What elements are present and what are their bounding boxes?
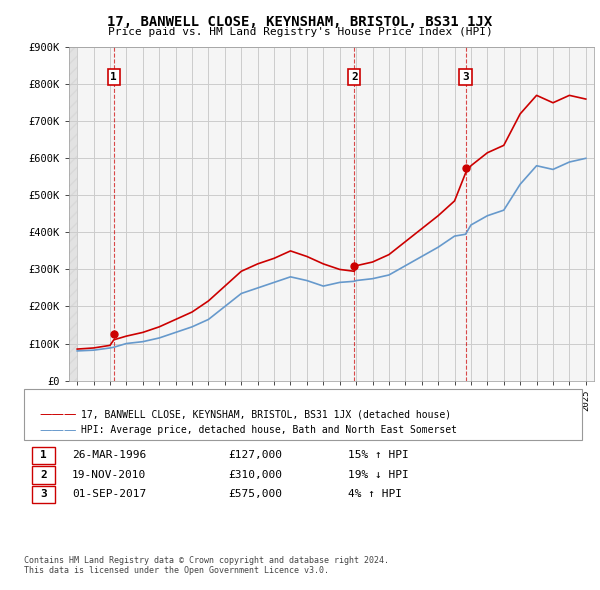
Text: 26-MAR-1996: 26-MAR-1996 (72, 451, 146, 460)
Text: 01-SEP-2017: 01-SEP-2017 (72, 490, 146, 499)
Text: 3: 3 (40, 490, 47, 499)
Text: 19-NOV-2010: 19-NOV-2010 (72, 470, 146, 480)
Text: Contains HM Land Registry data © Crown copyright and database right 2024.
This d: Contains HM Land Registry data © Crown c… (24, 556, 389, 575)
Text: Price paid vs. HM Land Registry's House Price Index (HPI): Price paid vs. HM Land Registry's House … (107, 27, 493, 37)
Text: £575,000: £575,000 (228, 490, 282, 499)
Text: 2: 2 (40, 470, 47, 480)
Text: HPI: Average price, detached house, Bath and North East Somerset: HPI: Average price, detached house, Bath… (81, 425, 457, 435)
Text: £127,000: £127,000 (228, 451, 282, 460)
Text: 2: 2 (351, 72, 358, 82)
Text: 17, BANWELL CLOSE, KEYNSHAM, BRISTOL, BS31 1JX: 17, BANWELL CLOSE, KEYNSHAM, BRISTOL, BS… (107, 15, 493, 29)
Text: ———: ——— (39, 424, 77, 437)
Text: ———: ——— (39, 408, 77, 421)
Text: 19% ↓ HPI: 19% ↓ HPI (348, 470, 409, 480)
Text: 17, BANWELL CLOSE, KEYNSHAM, BRISTOL, BS31 1JX (detached house): 17, BANWELL CLOSE, KEYNSHAM, BRISTOL, BS… (81, 409, 451, 419)
Text: 15% ↑ HPI: 15% ↑ HPI (348, 451, 409, 460)
Text: 4% ↑ HPI: 4% ↑ HPI (348, 490, 402, 499)
Text: 1: 1 (110, 72, 117, 82)
Text: 1: 1 (40, 451, 47, 460)
Bar (69, 47, 77, 381)
Text: £310,000: £310,000 (228, 470, 282, 480)
Text: 3: 3 (462, 72, 469, 82)
